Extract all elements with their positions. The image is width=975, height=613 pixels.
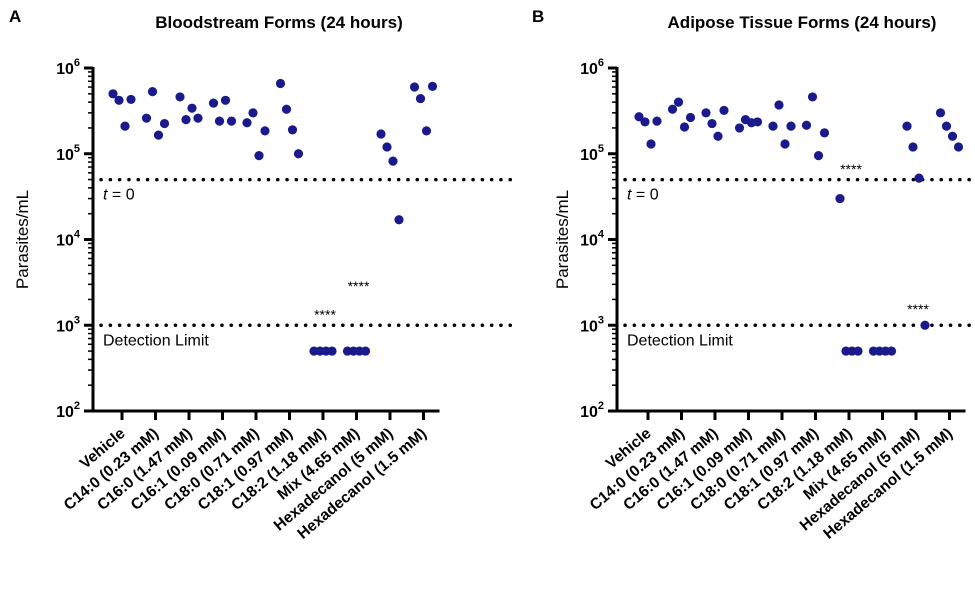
y-tick-label: 106: [56, 57, 80, 78]
data-point: [193, 113, 203, 123]
y-tick-label: 104: [56, 229, 81, 250]
data-point: [768, 121, 778, 131]
data-point: [281, 104, 292, 114]
data-point: [260, 126, 270, 136]
data-point: [941, 121, 952, 131]
data-point: [275, 78, 286, 89]
data-point: [701, 108, 711, 118]
data-point: [153, 130, 164, 140]
data-point: [242, 118, 252, 128]
data-point: [108, 89, 118, 99]
significance-label: ****: [840, 161, 862, 177]
data-point: [175, 92, 185, 102]
data-point: [120, 121, 130, 131]
data-point: [920, 320, 930, 330]
data-point: [220, 95, 231, 105]
chart-title: Adipose Tissue Forms (24 hours): [668, 13, 937, 32]
data-point: [908, 142, 918, 152]
data-point: [427, 81, 438, 92]
data-point: [853, 346, 863, 356]
y-axis-label: Parasites/mL: [553, 190, 572, 289]
data-point: [187, 103, 197, 113]
data-point: [376, 129, 386, 139]
data-point: [679, 122, 690, 132]
panel-letter: A: [9, 7, 21, 26]
data-point: [902, 121, 912, 131]
reference-line-label: Detection Limit: [103, 332, 209, 349]
data-point: [813, 151, 824, 161]
data-point: [780, 139, 790, 149]
data-point: [953, 142, 964, 152]
significance-label: ****: [348, 278, 370, 294]
data-point: [327, 346, 337, 356]
data-point: [226, 116, 237, 126]
chart-title: Bloodstream Forms (24 hours): [155, 13, 403, 32]
data-point: [667, 104, 678, 114]
data-point: [159, 118, 170, 129]
data-point: [835, 193, 845, 204]
data-point: [208, 98, 219, 108]
data-point: [248, 108, 258, 118]
data-point: [293, 149, 304, 159]
y-tick-label: 106: [580, 57, 604, 78]
data-point: [254, 151, 264, 161]
reference-line-label: t = 0: [103, 187, 135, 204]
data-point: [114, 95, 124, 105]
y-axis-label: Parasites/mL: [13, 190, 32, 289]
y-tick-label: 102: [56, 400, 80, 421]
data-point: [673, 97, 684, 107]
data-point: [415, 93, 426, 104]
data-point: [819, 128, 830, 138]
data-point: [734, 123, 745, 133]
data-point: [409, 82, 420, 92]
data-point: [774, 100, 784, 110]
data-point: [141, 113, 152, 123]
data-point: [214, 116, 225, 126]
panel-b: B Adipose Tissue Forms (24 hours) Parasite…: [532, 7, 975, 543]
y-tick-label: 102: [580, 400, 604, 421]
data-point: [752, 117, 763, 127]
panel-a: A Bloodstream Forms (24 hours) Parasites/m…: [9, 7, 522, 543]
data-point: [886, 346, 897, 356]
y-tick-label: 103: [56, 314, 80, 335]
y-tick-label: 105: [56, 143, 80, 164]
data-point: [914, 173, 924, 183]
data-point: [713, 131, 723, 141]
data-point: [807, 92, 818, 102]
y-tick-label: 104: [580, 229, 605, 250]
data-point: [935, 108, 946, 118]
data-point: [388, 156, 398, 166]
data-point: [181, 115, 191, 125]
data-point: [947, 131, 958, 141]
panel-letter: B: [532, 7, 544, 26]
reference-line-label: Detection Limit: [627, 332, 733, 349]
data-point: [147, 87, 158, 97]
data-point: [126, 94, 136, 105]
y-tick-label: 103: [580, 314, 604, 335]
data-point: [360, 346, 371, 356]
data-point: [646, 139, 656, 149]
significance-label: ****: [314, 306, 336, 322]
data-point: [685, 112, 696, 123]
data-point: [634, 112, 644, 122]
data-point: [287, 125, 298, 135]
data-point: [421, 126, 432, 136]
data-point: [652, 116, 662, 126]
significance-label: ****: [907, 301, 929, 317]
data-point: [707, 118, 717, 129]
data-point: [786, 121, 796, 131]
data-point: [801, 120, 812, 130]
data-point: [394, 215, 404, 225]
data-point: [640, 117, 650, 127]
reference-line-label: t = 0: [627, 187, 659, 204]
data-point: [719, 105, 729, 116]
y-tick-label: 105: [580, 143, 604, 164]
data-point: [382, 142, 392, 152]
